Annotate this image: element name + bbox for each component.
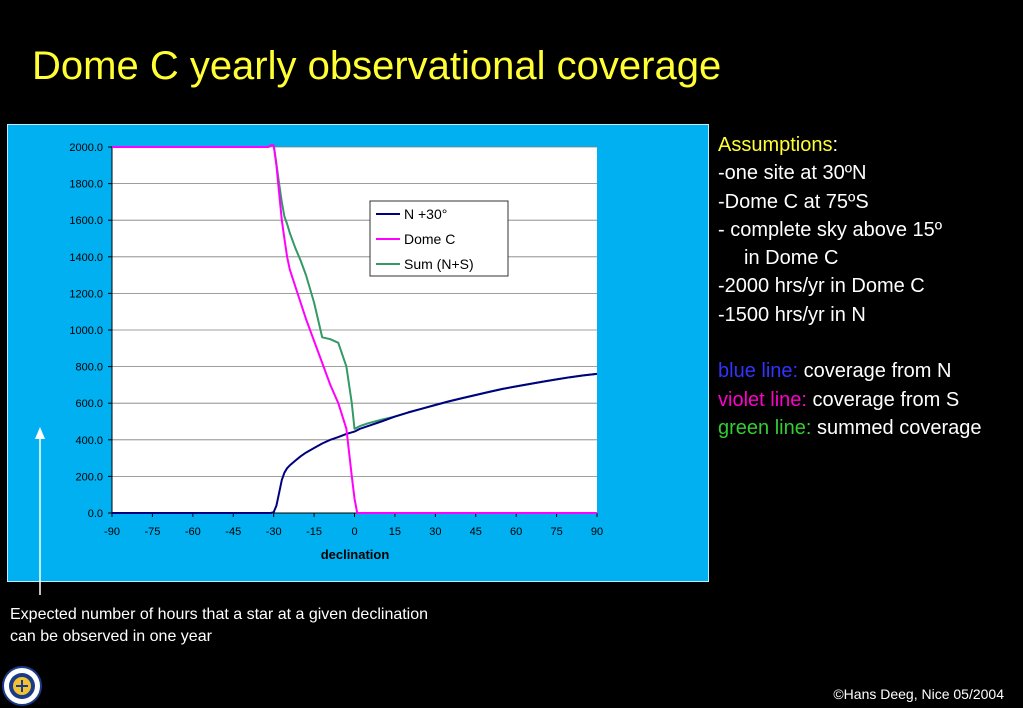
y-tick-label: 1400.0 — [69, 252, 103, 264]
note-line: - complete sky above 15º — [718, 218, 943, 241]
chart-caption: Expected number of hours that a star at … — [10, 604, 428, 648]
key-text-green: summed coverage — [811, 416, 982, 439]
note-line: -one site at 30ºN — [718, 162, 867, 185]
notes-heading-colon: : — [832, 134, 839, 156]
x-tick-label: 60 — [510, 526, 522, 538]
x-axis-label: declination — [321, 547, 390, 562]
y-tick-label: 2000.0 — [69, 142, 103, 154]
key-label-green: green line: — [718, 416, 812, 439]
y-tick-label: 600.0 — [75, 398, 103, 410]
note-line: in Dome C — [744, 247, 839, 270]
y-tick-label: 1600.0 — [69, 215, 103, 227]
x-tick-label: 45 — [470, 526, 482, 538]
x-tick-label: -75 — [144, 526, 160, 538]
legend: N +30° Dome C Sum (N+S) — [369, 200, 509, 277]
caption-line: can be observed in one year — [10, 628, 212, 645]
note-line: -1500 hrs/yr in N — [718, 303, 866, 326]
x-tick-label: -45 — [225, 526, 241, 538]
assumptions-notes: Assumptions: -one site at 30ºN -Dome C a… — [718, 131, 981, 442]
series-line-n30 — [112, 372, 598, 514]
key-label-violet: violet line: — [718, 388, 807, 411]
y-tick-label: 800.0 — [75, 362, 103, 374]
x-tick-label: -60 — [185, 526, 201, 538]
coverage-chart: 0.0 200.0 400.0 600.0 800.0 1000.0 1200.0 1400.… — [69, 142, 603, 562]
legend-label-dome-c: Dome C — [404, 231, 455, 247]
legend-label-n30: N +30° — [404, 206, 447, 222]
x-tick-label: 15 — [389, 526, 401, 538]
institution-logo — [2, 666, 42, 706]
note-line: -Dome C at 75ºS — [718, 190, 869, 213]
x-tick-label: 90 — [591, 526, 603, 538]
y-tick-label: 1200.0 — [69, 288, 103, 300]
x-tick-label: -30 — [266, 526, 282, 538]
note-line: -2000 hrs/yr in Dome C — [718, 275, 925, 298]
y-tick-label: 0.0 — [88, 508, 103, 520]
legend-label-sum: Sum (N+S) — [404, 256, 474, 272]
key-text-blue: coverage from N — [798, 360, 952, 383]
series-line-dome-c — [112, 144, 597, 514]
chart-panel: 0.0 200.0 400.0 600.0 800.0 1000.0 1200.0 1400.… — [7, 124, 709, 582]
y-tick-label: 400.0 — [75, 435, 103, 447]
x-tick-label: -15 — [306, 526, 322, 538]
pointer-arrow — [35, 427, 45, 595]
x-tick-label: 0 — [351, 526, 357, 538]
y-tick-label: 1800.0 — [69, 179, 103, 191]
x-tick-label: -90 — [104, 526, 120, 538]
copyright-text: ©Hans Deeg, Nice 05/2004 — [833, 686, 1004, 702]
y-tick-label: 200.0 — [75, 471, 103, 483]
key-label-blue: blue line: — [718, 360, 799, 383]
x-tick-label: 75 — [550, 526, 562, 538]
y-tick-label: 1000.0 — [69, 325, 103, 337]
key-text-violet: coverage from S — [806, 388, 960, 411]
notes-heading: Assumptions — [718, 134, 833, 156]
x-tick-label: 30 — [429, 526, 441, 538]
caption-line: Expected number of hours that a star at … — [10, 606, 429, 623]
slide-title: Dome C yearly observational coverage — [32, 44, 722, 88]
